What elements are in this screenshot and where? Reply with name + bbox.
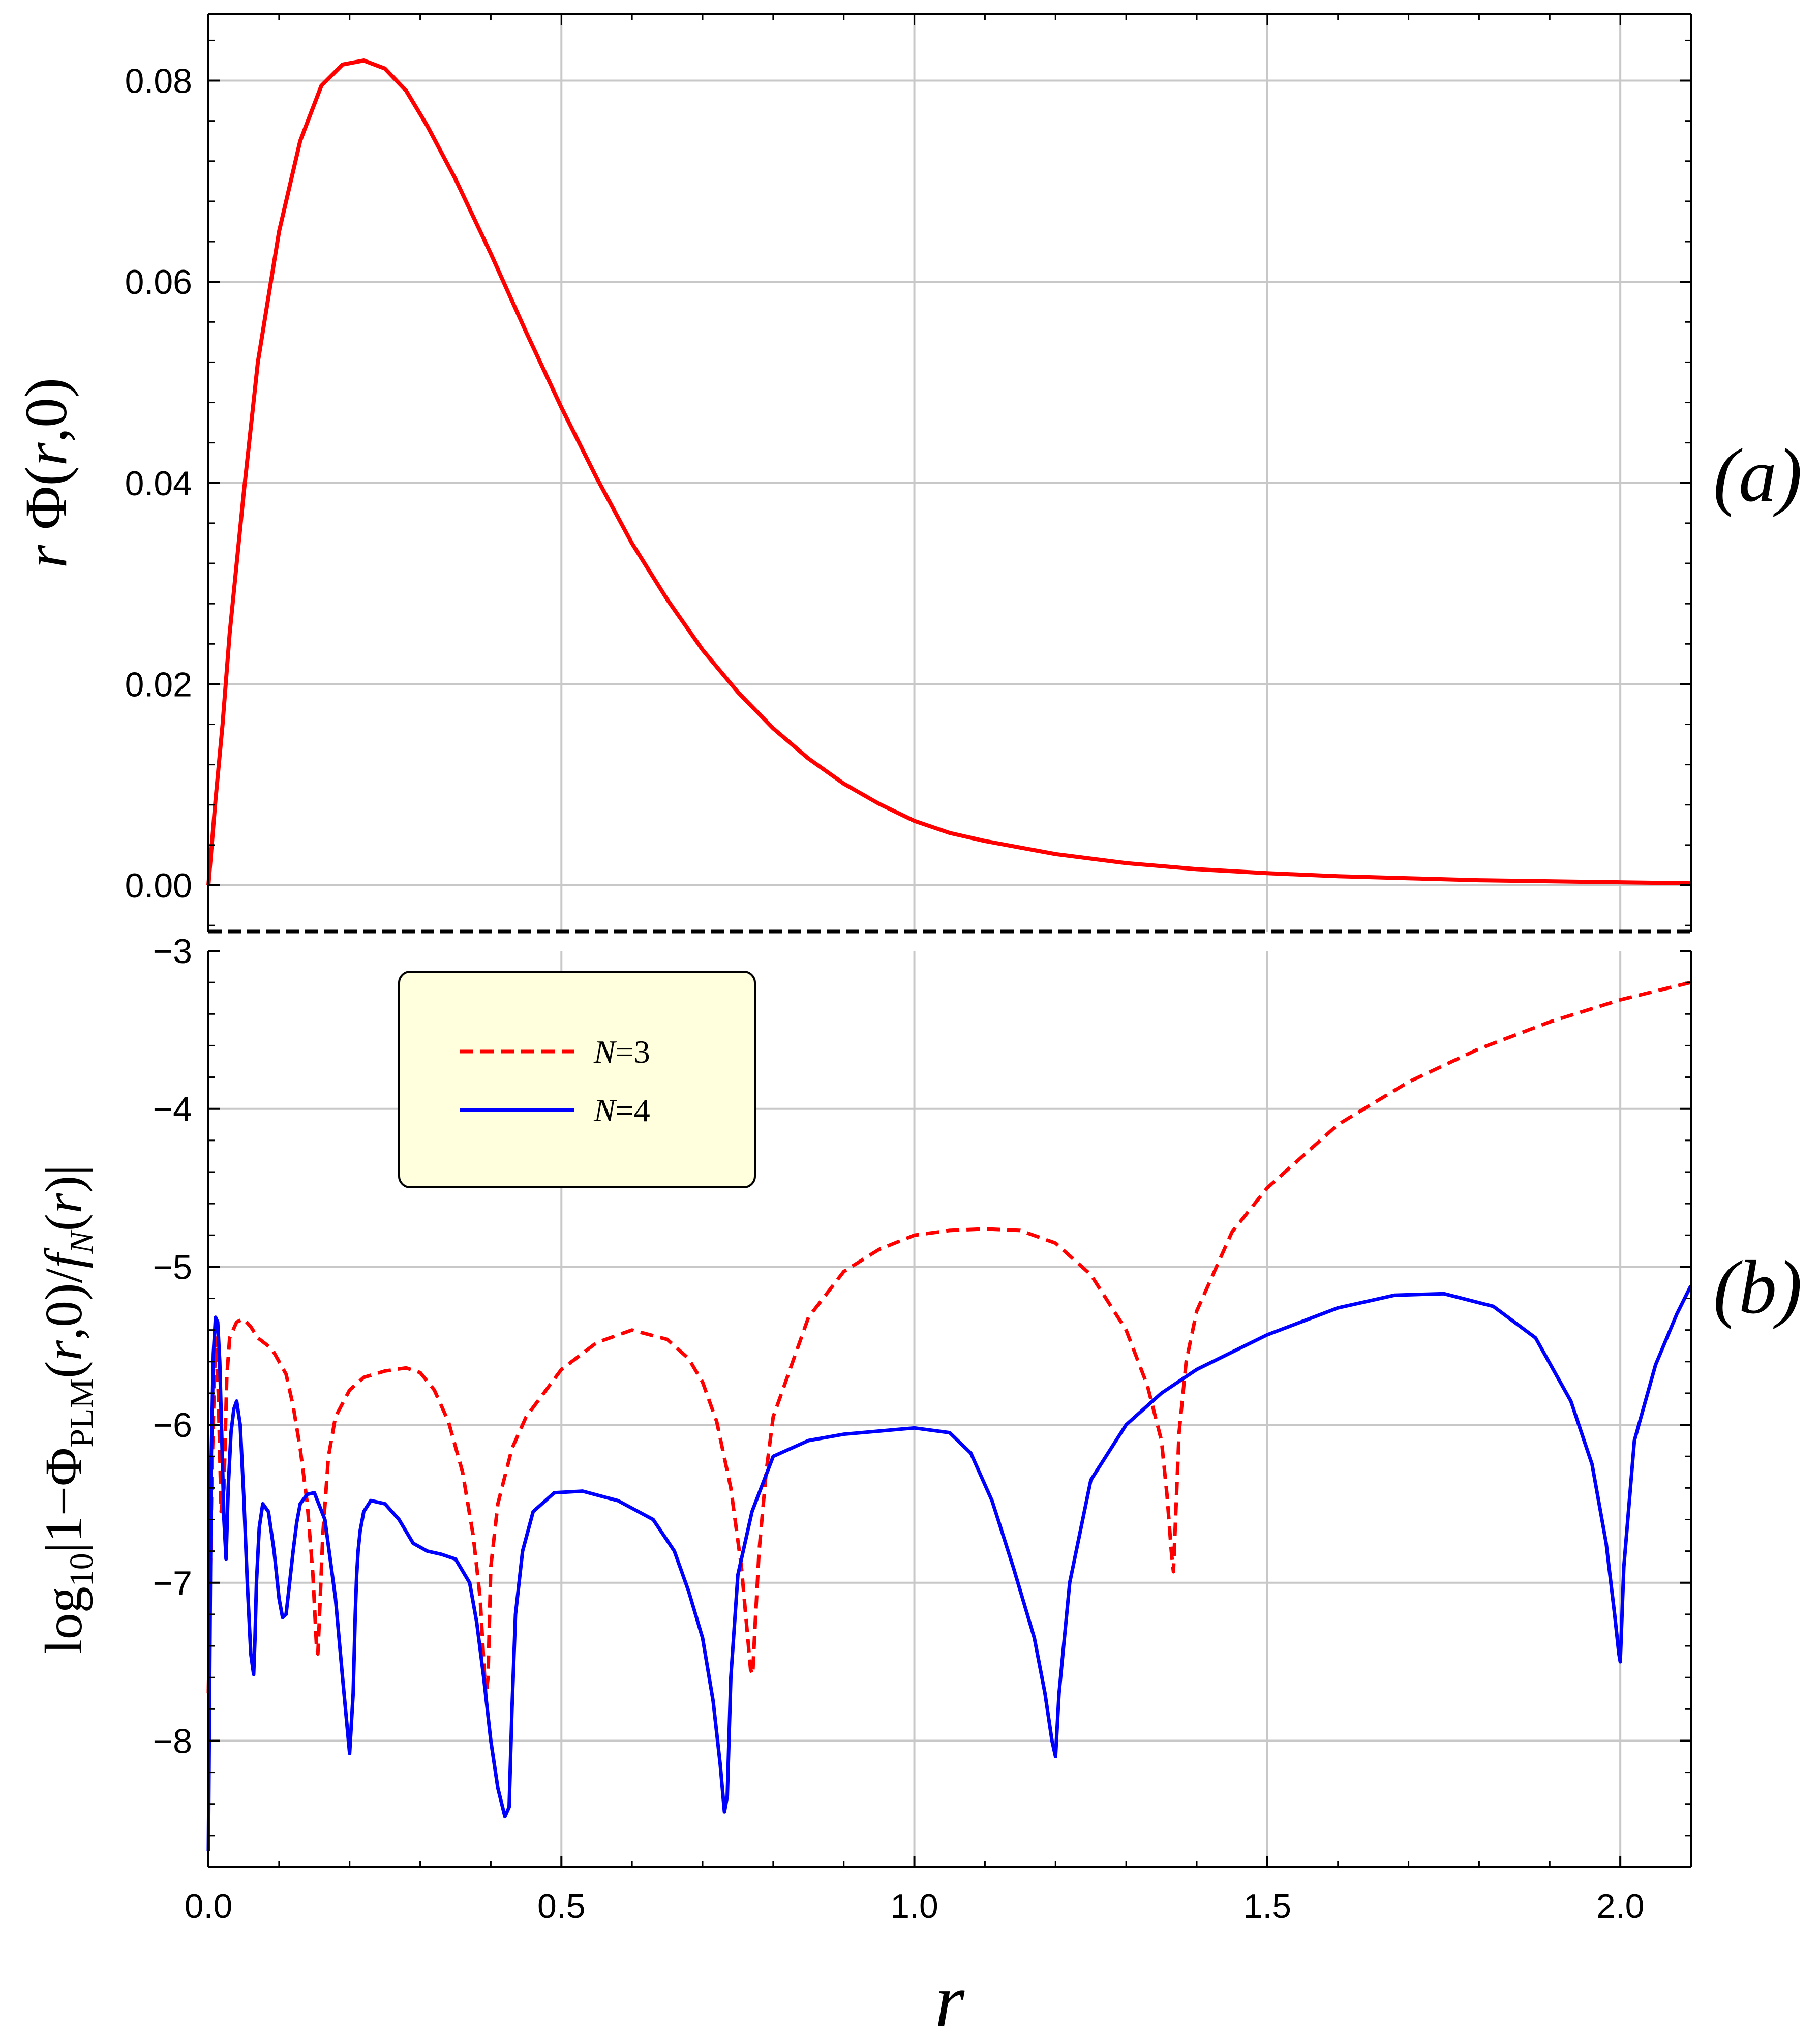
x-axis-label: r [935, 1959, 965, 2040]
panel-a-ytick-label: 0.04 [125, 464, 192, 503]
panel-a-ytick-label: 0.02 [125, 665, 192, 704]
panel-b-tag: (b) [1713, 1245, 1802, 1330]
panel-b-xtick-label: 0.0 [185, 1887, 233, 1926]
panel-a-ylabel: r Φ(r,0) [13, 378, 79, 568]
panel-b-xtick-label: 1.5 [1243, 1887, 1292, 1926]
panel-b-ytick-label: −8 [153, 1722, 192, 1760]
panel-b-curves [206, 980, 1693, 1851]
panel-a-tag: (a) [1713, 433, 1802, 518]
legend-box [398, 971, 756, 1188]
panel-b-ytick-label: −3 [153, 932, 192, 971]
panel-a-ticks: 0.00 0.02 0.04 0.06 0.08 [125, 14, 1691, 926]
legend-label-n4: N=4 [593, 1092, 650, 1128]
panel-b-xtick-label: 2.0 [1596, 1887, 1645, 1926]
panel-b-ticks: −3 −4 −5 −6 −7 −8 0.0 0.5 1.0 1.5 2.0 [153, 932, 1691, 1926]
legend: N=3 N=4 [398, 971, 756, 1188]
panel-b-xtick-label: 1.0 [890, 1887, 938, 1926]
panel-b-ytick-label: −7 [153, 1564, 192, 1603]
legend-label-n3: N=3 [593, 1034, 650, 1070]
series-r-phi-line [206, 58, 1691, 886]
panel-a-ytick-label: 0.08 [125, 62, 192, 101]
panel-a-grid [208, 14, 1691, 932]
panel-b-ytick-label: −6 [153, 1406, 192, 1445]
series-n3-line [206, 980, 1691, 1698]
panel-b-ytick-label: −5 [153, 1248, 192, 1286]
panel-a-curves [206, 58, 1691, 886]
panel-b-xtick-label: 0.5 [537, 1887, 586, 1926]
panel-b-ytick-label: −4 [153, 1090, 192, 1129]
panel-b-ylabel: log10|1−ΦPLM(r,0)/fN(r)| [35, 1165, 100, 1654]
panel-a-ytick-label: 0.06 [125, 263, 192, 302]
series-n4-line [206, 1285, 1693, 1851]
panel-a-ytick-label: 0.00 [125, 866, 192, 905]
